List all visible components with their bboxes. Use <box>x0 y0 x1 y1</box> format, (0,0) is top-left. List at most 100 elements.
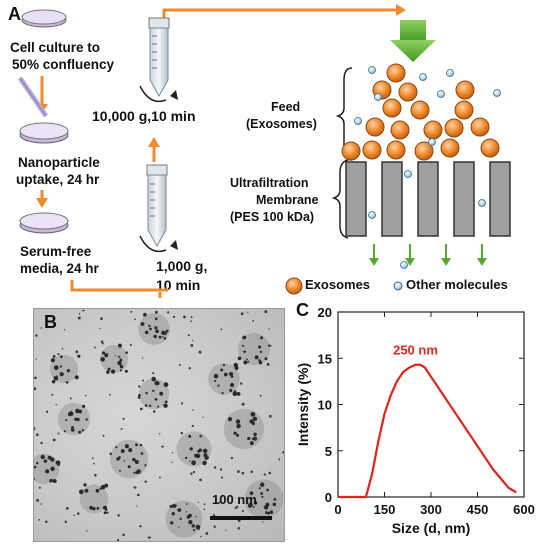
tem-nanoparticle <box>178 364 181 366</box>
tem-nanoparticle <box>258 345 262 349</box>
tem-nanoparticle <box>76 417 80 422</box>
step-culture-line2: 50% confluency <box>12 57 115 72</box>
tem-nanoparticle <box>129 343 132 347</box>
tem-nanoparticle <box>249 491 254 496</box>
tem-nanoparticle <box>101 342 104 345</box>
tem-nanoparticle <box>195 453 201 459</box>
tem-nanoparticle <box>268 414 272 418</box>
tem-nanoparticle <box>143 312 147 317</box>
tem-nanoparticle <box>259 482 265 487</box>
tem-vesicle <box>138 378 170 410</box>
tem-nanoparticle <box>266 488 270 492</box>
tem-nanoparticle <box>266 362 270 366</box>
tem-nanoparticle <box>247 502 253 508</box>
tem-nanoparticle <box>273 497 277 501</box>
tem-nanoparticle <box>36 461 39 465</box>
membrane-label-line3: (PES 100 kDa) <box>230 210 315 224</box>
tem-nanoparticle <box>161 445 164 448</box>
tem-nanoparticle <box>260 336 263 340</box>
peak-annotation: 250 nm <box>393 343 438 358</box>
x-tick-label: 300 <box>420 502 442 517</box>
exosome-particles <box>341 63 500 161</box>
tem-nanoparticle <box>247 311 249 313</box>
tem-nanoparticle <box>240 312 244 316</box>
tem-nanoparticle <box>229 388 233 393</box>
tem-nanoparticle <box>237 526 241 530</box>
tem-nanoparticle <box>183 315 186 319</box>
tem-nanoparticle <box>177 508 182 512</box>
tem-nanoparticle <box>104 353 109 358</box>
tem-nanoparticle <box>36 498 40 502</box>
panel-b-letter: B <box>44 312 57 332</box>
x-tick-label: 450 <box>467 502 489 517</box>
tem-nanoparticle <box>108 393 111 396</box>
tem-nanoparticle <box>239 382 243 385</box>
tem-nanoparticle <box>38 519 40 521</box>
tem-nanoparticle <box>142 379 145 382</box>
tem-nanoparticle <box>202 462 206 466</box>
tem-nanoparticle <box>223 372 228 377</box>
tem-nanoparticle <box>189 460 191 462</box>
tem-nanoparticle <box>130 310 133 313</box>
tem-nanoparticle <box>241 344 244 347</box>
tem-nanoparticle <box>63 329 66 331</box>
tem-nanoparticle <box>246 358 248 361</box>
tem-nanoparticle <box>185 511 188 513</box>
tem-vesicle <box>165 500 203 538</box>
tem-nanoparticle <box>40 454 45 460</box>
tem-nanoparticle <box>171 452 174 454</box>
tem-nanoparticle <box>100 340 104 344</box>
tem-nanoparticle <box>91 457 94 459</box>
tem-nanoparticle <box>34 477 36 480</box>
tem-nanoparticle <box>198 448 202 452</box>
tem-nanoparticle <box>140 322 145 326</box>
tem-nanoparticle <box>185 503 188 505</box>
tem-nanoparticle <box>278 458 281 461</box>
y-tick-label: 0 <box>325 490 332 505</box>
tem-nanoparticle <box>264 310 268 314</box>
tem-nanoparticle <box>204 456 209 460</box>
step-culture-line1: Cell culture to <box>10 40 101 55</box>
tem-nanoparticle <box>164 400 168 404</box>
tem-nanoparticle <box>78 409 83 414</box>
tem-nanoparticle <box>78 489 84 495</box>
tem-nanoparticle <box>106 511 109 514</box>
tem-nanoparticle <box>100 317 103 320</box>
tem-nanoparticle <box>165 329 169 333</box>
spin-high-label: 10,000 g,10 min <box>92 108 196 124</box>
tem-vesicle <box>244 479 284 519</box>
tem-nanoparticle <box>132 457 136 462</box>
tem-nanoparticle <box>203 508 205 510</box>
panel-c-letter: C <box>296 300 309 320</box>
tem-nanoparticle <box>137 396 141 399</box>
tem-nanoparticle <box>262 521 264 523</box>
tem-nanoparticle <box>137 493 140 497</box>
tem-nanoparticle <box>187 334 190 337</box>
tem-nanoparticle <box>163 331 167 335</box>
tem-nanoparticle <box>152 410 156 413</box>
tem-nanoparticle <box>253 501 258 505</box>
petri-dish-1 <box>21 9 67 28</box>
tem-nanoparticle <box>254 355 259 360</box>
tem-nanoparticle <box>163 337 167 340</box>
tem-nanoparticle <box>249 441 254 446</box>
tem-nanoparticle <box>213 466 217 469</box>
tem-nanoparticle <box>220 328 223 331</box>
tem-nanoparticle <box>35 334 38 337</box>
tem-nanoparticle <box>162 335 164 338</box>
tem-nanoparticle <box>188 434 192 438</box>
feed-direction-arrow <box>390 20 436 62</box>
tem-nanoparticle <box>119 364 124 369</box>
tem-nanoparticle <box>93 462 95 465</box>
tem-nanoparticle <box>43 459 48 463</box>
tem-nanoparticle <box>202 416 204 418</box>
tem-nanoparticle <box>65 507 69 510</box>
tem-nanoparticle <box>159 476 161 479</box>
tem-nanoparticle <box>198 350 202 354</box>
y-tick-label: 20 <box>318 305 332 320</box>
tem-nanoparticle <box>144 404 148 407</box>
tem-nanoparticle <box>52 478 57 483</box>
tem-micrograph: 100 nm <box>33 308 285 542</box>
tem-nanoparticle <box>67 412 72 416</box>
